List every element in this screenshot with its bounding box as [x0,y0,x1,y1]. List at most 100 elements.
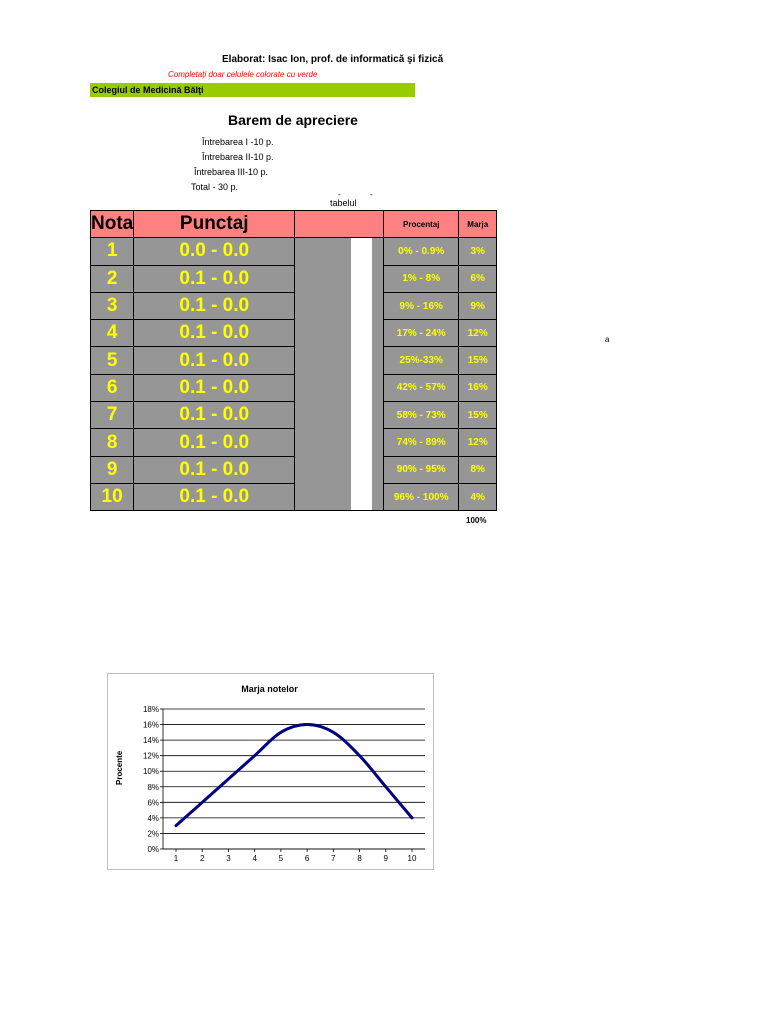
grade-cell[interactable]: 4 [89,319,135,348]
data-point [384,785,387,788]
score-range-cell[interactable]: 0.1 - 0.0 [133,264,296,293]
table-row: 9 0.1 - 0.0 90% - 95% 8% [89,455,498,484]
table-row: 4 0.1 - 0.0 17% - 24% 12% [89,319,498,348]
grade-cell[interactable]: 8 [89,428,135,457]
grade-cell[interactable]: 5 [89,346,135,375]
x-tick-label: 2 [200,854,205,863]
margin-cell[interactable]: 12% [458,428,498,457]
margin-cell[interactable]: 15% [458,401,498,430]
data-point [411,816,414,819]
margin-cell[interactable]: 3% [458,237,498,266]
total-points: Total - 30 p. [191,182,239,192]
x-tick-label: 8 [357,854,362,863]
y-tick-label: 18% [143,705,159,714]
x-tick-label: 5 [279,854,284,863]
stray-letter: a [605,335,610,344]
data-point [253,754,256,757]
data-point [175,824,178,827]
white-strip [351,238,373,511]
percent-range-cell[interactable]: 58% - 73% [383,401,460,430]
data-point [332,731,335,734]
y-tick-label: 8% [147,783,159,792]
header-blank [294,209,385,239]
chart-title: Marja notelor [241,684,298,694]
table-row: 5 0.1 - 0.0 25%-33% 15% [89,346,498,375]
college-name-cell[interactable]: Colegiul de Medicină Bălţi [90,83,415,97]
grade-cell[interactable]: 6 [89,373,135,403]
table-row: 1 0.0 - 0.0 0% - 0.9% 3% [89,237,498,512]
question-2-points: Întrebarea II-10 p. [202,152,274,162]
x-tick-label: 10 [408,854,417,863]
table-body: 1 0.0 - 0.0 0% - 0.9% 3% 2 0.1 - 0.0 1% … [89,237,498,512]
score-range-cell[interactable]: 0.1 - 0.0 [133,428,296,457]
blank-column [294,237,385,512]
series-line [174,723,414,828]
data-point [358,754,361,757]
score-range-cell[interactable]: 0.0 - 0.0 [133,237,296,266]
margin-cell[interactable]: 8% [458,455,498,484]
grade-table: Nota Punctaj Procentaj Marja 1 0.0 - 0.0… [89,209,498,512]
instruction-note: Completaţi doar celulele colorate cu ver… [168,70,318,79]
percent-range-cell[interactable]: 74% - 89% [383,428,460,457]
x-tick-label: 9 [384,854,389,863]
grade-cell[interactable]: 9 [89,455,135,484]
grade-cell[interactable]: 2 [89,264,135,293]
y-tick-label: 4% [147,814,159,823]
x-tick-label: 1 [174,854,179,863]
data-point [306,723,309,726]
percent-range-cell[interactable]: 1% - 8% [383,264,460,293]
grade-cell[interactable]: 10 [89,482,135,512]
percent-range-cell[interactable]: 17% - 24% [383,319,460,348]
score-range-cell[interactable]: 0.1 - 0.0 [133,291,296,321]
table-row: 7 0.1 - 0.0 58% - 73% 15% [89,401,498,430]
header-nota: Nota [89,209,135,239]
margin-cell[interactable]: 6% [458,264,498,293]
y-tick-label: 16% [143,721,159,730]
marja-total: 100% [466,516,487,525]
grade-cell[interactable]: 3 [89,291,135,321]
score-range-cell[interactable]: 0.1 - 0.0 [133,346,296,375]
author-line: Elaborat: Isac Ion, prof. de informatică… [222,54,444,65]
table-row: 2 0.1 - 0.0 1% - 8% 6% [89,264,498,293]
percent-range-cell[interactable]: 42% - 57% [383,373,460,403]
table-row: 10 0.1 - 0.0 96% - 100% 4% [89,482,498,512]
x-tick-label: 4 [252,854,257,863]
table-row: 8 0.1 - 0.0 74% - 89% 12% [89,428,498,457]
margin-cell[interactable]: 9% [458,291,498,321]
stray-mark: - [370,190,373,199]
table-row: 6 0.1 - 0.0 42% - 57% 16% [89,373,498,403]
y-tick-label: 10% [143,767,159,776]
margin-cell[interactable]: 15% [458,346,498,375]
score-range-cell[interactable]: 0.1 - 0.0 [133,455,296,484]
page-title: Barem de apreciere [228,112,358,128]
table-header-row: Nota Punctaj Procentaj Marja [89,209,498,239]
y-tick-label: 12% [143,752,159,761]
margin-cell[interactable]: 4% [458,482,498,512]
x-tick-label: 3 [226,854,231,863]
table-row: 3 0.1 - 0.0 9% - 16% 9% [89,291,498,321]
score-range-cell[interactable]: 0.1 - 0.0 [133,482,296,512]
y-tick-label: 0% [147,845,159,854]
grade-cell[interactable]: 7 [89,401,135,430]
x-tick-label: 6 [305,854,310,863]
score-range-cell[interactable]: 0.1 - 0.0 [133,373,296,403]
stray-mark: - [338,190,341,199]
header-marja: Marja [458,209,498,239]
data-point [227,778,230,781]
question-1-points: Întrebarea I -10 p. [202,137,274,147]
margin-cell[interactable]: 12% [458,319,498,348]
score-range-cell[interactable]: 0.1 - 0.0 [133,401,296,430]
question-3-points: Întrebarea III-10 p. [194,167,269,177]
header-procentaj: Procentaj [383,209,460,239]
x-tick-label: 7 [331,854,336,863]
y-tick-label: 6% [147,798,159,807]
margin-cell[interactable]: 16% [458,373,498,403]
score-range-cell[interactable]: 0.1 - 0.0 [133,319,296,348]
header-punctaj: Punctaj [133,209,296,239]
data-point [201,801,204,804]
percent-range-cell[interactable]: 96% - 100% [383,482,460,512]
grade-cell[interactable]: 1 [89,237,135,266]
table-label: tabelul [330,198,357,208]
percent-range-cell[interactable]: 90% - 95% [383,455,460,484]
